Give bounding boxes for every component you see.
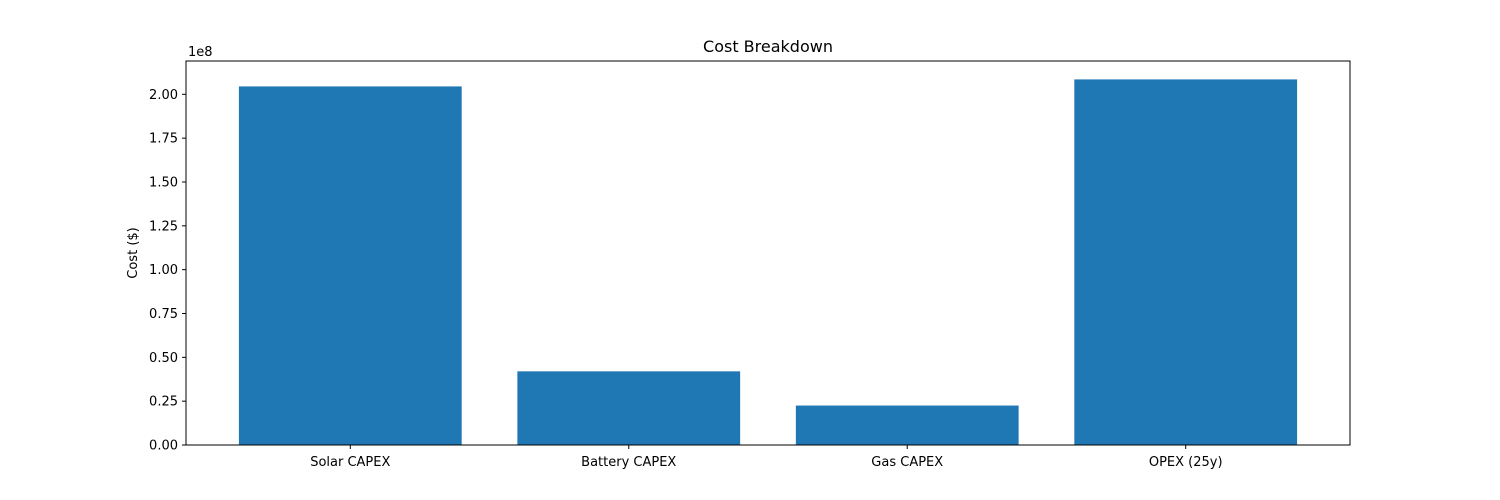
y-tick-label: 1.25 bbox=[149, 219, 178, 234]
y-axis-offset-label: 1e8 bbox=[188, 45, 213, 60]
plot-area-frame bbox=[185, 60, 1351, 446]
x-tick-label: Battery CAPEX bbox=[581, 455, 676, 470]
bars-group bbox=[238, 79, 1298, 446]
bar-gas-capex bbox=[795, 405, 1019, 445]
y-tick-label: 0.25 bbox=[149, 395, 178, 410]
bar-solar-capex bbox=[238, 86, 462, 446]
y-tick-label: 0.75 bbox=[149, 307, 178, 322]
x-tick-label: Gas CAPEX bbox=[871, 455, 943, 470]
x-axis-ticks: Solar CAPEX Battery CAPEX Gas CAPEX OPEX (2… bbox=[310, 445, 1223, 470]
y-tick-label: 1.75 bbox=[149, 132, 178, 147]
x-tick-label: Solar CAPEX bbox=[310, 455, 390, 470]
chart-title: Cost Breakdown bbox=[703, 37, 833, 56]
y-axis-label: Cost ($) bbox=[126, 227, 141, 278]
bar-battery-capex bbox=[517, 371, 741, 445]
y-tick-label: 2.00 bbox=[149, 88, 178, 103]
bar-opex-25y bbox=[1074, 79, 1298, 446]
x-tick-label: OPEX (25y) bbox=[1149, 455, 1223, 470]
y-tick-label: 0.00 bbox=[149, 439, 178, 454]
y-tick-label: 1.50 bbox=[149, 175, 178, 190]
y-tick-label: 0.50 bbox=[149, 351, 178, 366]
y-axis-ticks: 0.00 0.25 0.50 0.75 1.00 1.25 1.50 1.75 2.00 bbox=[149, 88, 186, 454]
y-tick-label: 1.00 bbox=[149, 263, 178, 278]
